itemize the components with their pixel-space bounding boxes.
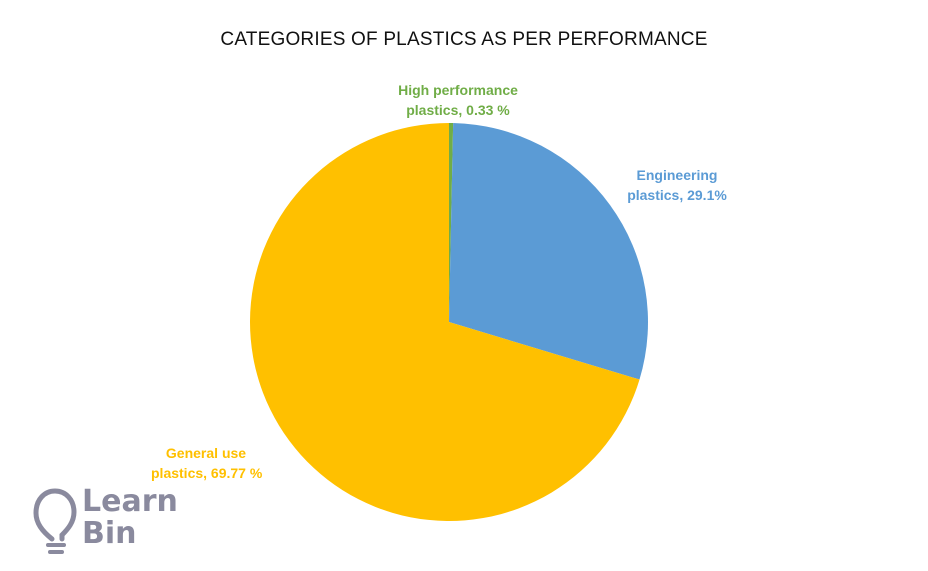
slice-general-use — [250, 123, 640, 521]
pie-slices — [250, 123, 648, 521]
label-high-performance-line1: High performance — [398, 82, 518, 98]
label-engineering-line2: plastics, 29.1% — [627, 187, 727, 203]
learnbin-logo: Learn Bin — [30, 485, 178, 565]
label-general-use-line1: General use — [165, 445, 247, 461]
label-general-use: General use plastics, 69.77 % — [151, 443, 263, 483]
chart-title: CATEGORIES OF PLASTICS AS PER PERFORMANC… — [220, 29, 708, 50]
lightbulb-icon — [33, 488, 77, 554]
logo-text-bin: Bin — [82, 516, 137, 551]
slice-high-performance — [449, 123, 454, 322]
label-engineering-line1: Engineering — [636, 167, 718, 183]
slice-engineering — [449, 123, 648, 380]
label-general-use-line2: plastics, 69.77 % — [151, 465, 263, 481]
label-high-performance-line2: plastics, 0.33 % — [406, 102, 510, 118]
logo-text-learn: Learn — [82, 484, 178, 519]
label-engineering: Engineering plastics, 29.1% — [615, 165, 739, 205]
label-high-performance: High performance plastics, 0.33 % — [388, 80, 528, 120]
